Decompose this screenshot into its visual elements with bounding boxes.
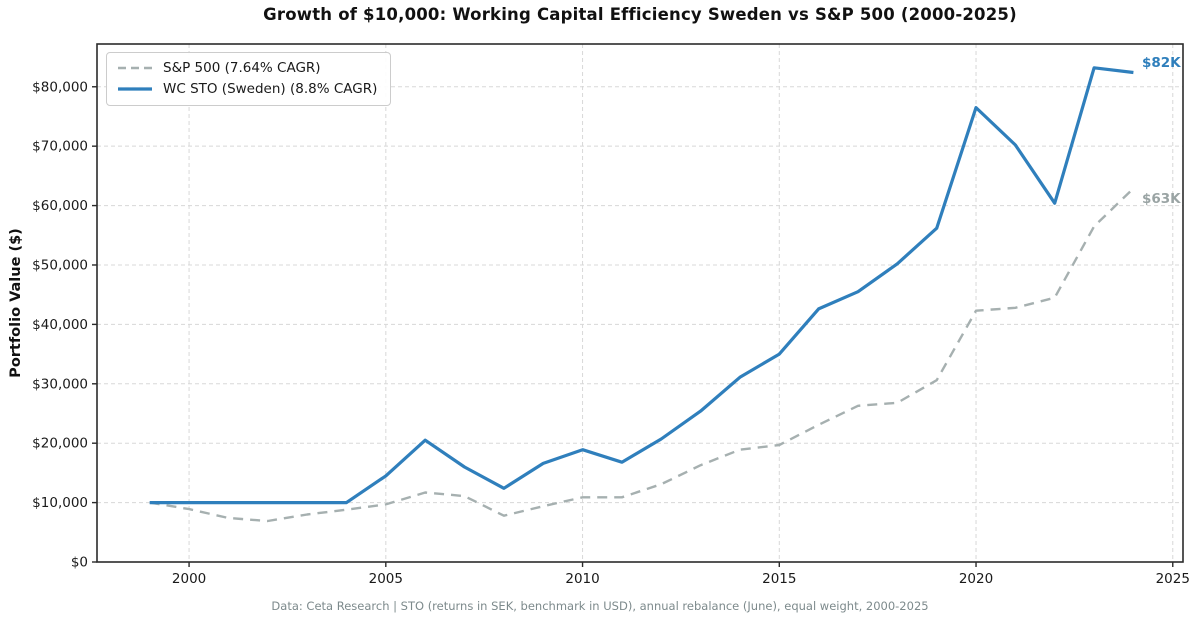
y-tick-label: $80,000 [32, 79, 88, 95]
legend: S&P 500 (7.64% CAGR) WC STO (Sweden) (8.… [106, 52, 392, 106]
legend-label-wc-sto: WC STO (Sweden) (8.8% CAGR) [163, 81, 378, 97]
x-tick-label: 2005 [369, 571, 403, 587]
x-tick-label: 2020 [959, 571, 993, 587]
y-tick-label: $70,000 [32, 139, 88, 155]
solid-line-swatch [118, 87, 152, 91]
y-tick-label: $0 [71, 555, 88, 571]
chart-title: Growth of $10,000: Working Capital Effic… [263, 5, 1017, 24]
dashed-line-swatch [118, 66, 152, 70]
legend-label-sp500: S&P 500 (7.64% CAGR) [163, 60, 321, 76]
x-tick-label: 2025 [1156, 571, 1190, 587]
y-tick-label: $60,000 [32, 198, 88, 214]
y-tick-label: $20,000 [32, 436, 88, 452]
series-line-sp500 [149, 187, 1135, 523]
legend-row-sp500: S&P 500 (7.64% CAGR) [117, 60, 377, 76]
x-tick-label: 2000 [172, 571, 206, 587]
legend-row-wc-sto: WC STO (Sweden) (8.8% CAGR) [117, 81, 377, 97]
end-value-label-wc-sto: $82K [1142, 55, 1181, 71]
series-line-wc-sto [149, 66, 1134, 505]
x-tick-label: 2010 [565, 571, 599, 587]
y-tick-label: $50,000 [32, 257, 88, 273]
y-tick-label: $10,000 [32, 495, 88, 511]
end-value-label-sp500: $63K [1142, 191, 1181, 207]
y-tick-label: $30,000 [32, 376, 88, 392]
footer-note: Data: Ceta Research | STO (returns in SE… [271, 599, 929, 613]
x-tick-label: 2015 [762, 571, 796, 587]
y-tick-label: $40,000 [32, 317, 88, 333]
plot-spines [96, 43, 1184, 563]
